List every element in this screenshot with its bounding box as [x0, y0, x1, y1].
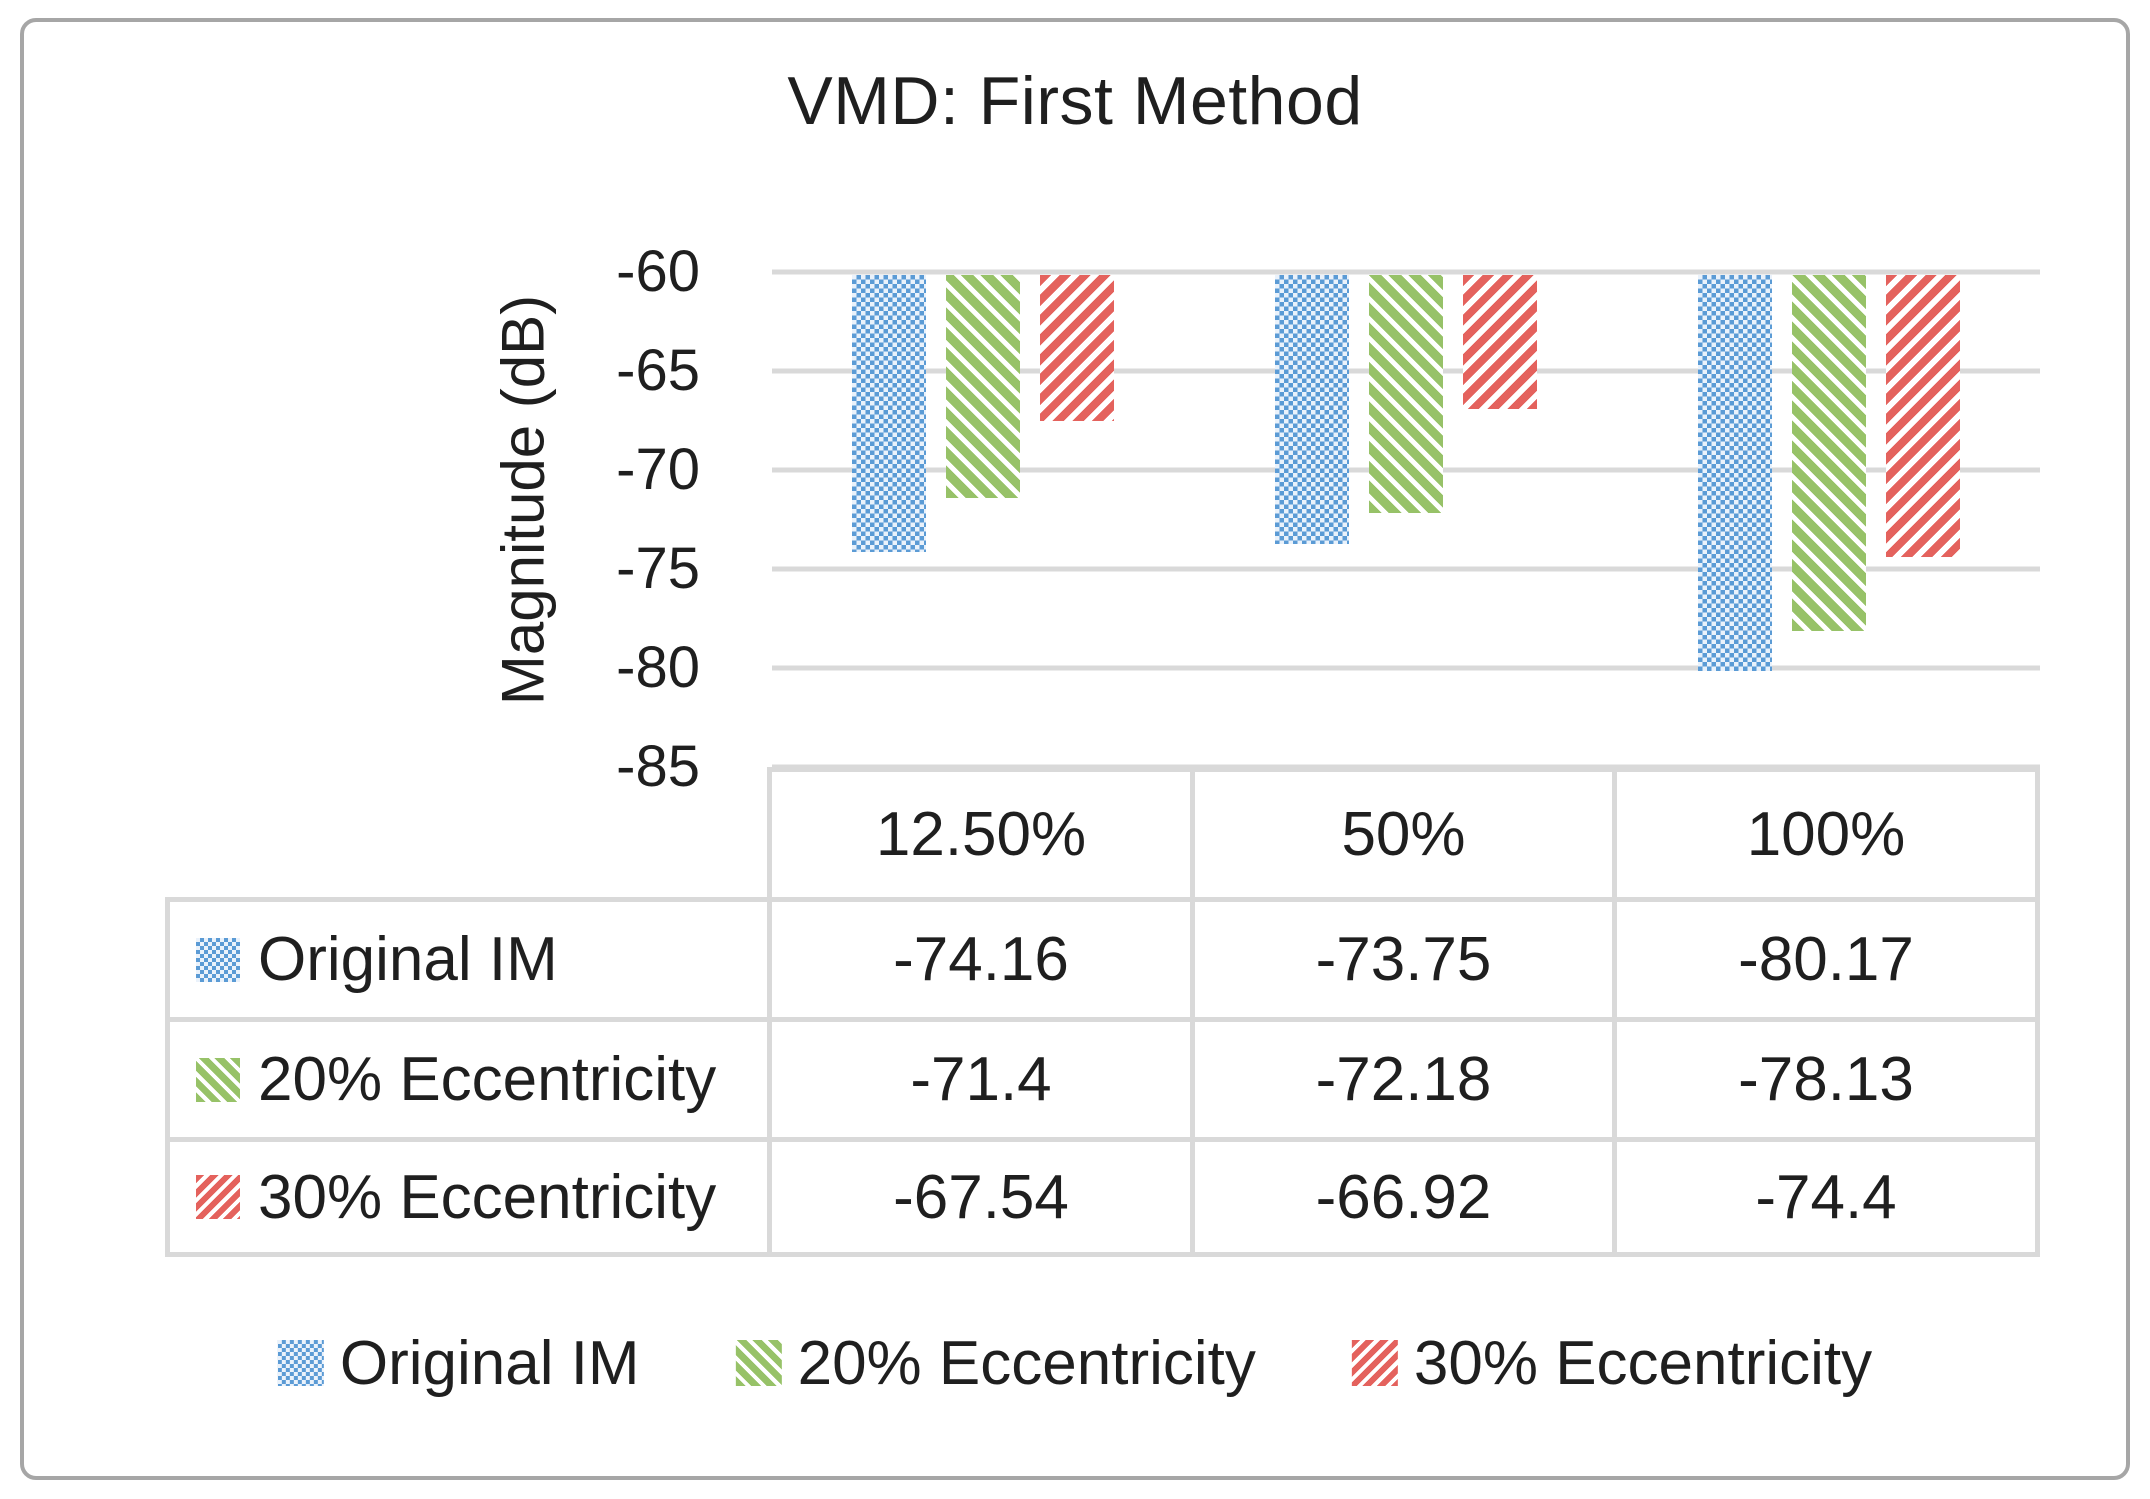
legend-item: Original IM [277, 1328, 640, 1399]
blue-checker-swatch-icon [196, 937, 240, 982]
y-tick-label: -80 [616, 635, 700, 700]
chart-title: VMD: First Method [787, 63, 1363, 139]
bar-green-stripes [1791, 275, 1866, 631]
series-label: 30% Eccentricity [258, 1162, 717, 1232]
gridline [772, 269, 2040, 275]
table-header-cell: 50% [1195, 767, 1617, 897]
bar-blue-checker [1697, 275, 1772, 672]
legend: Original IM 20% Eccentricity 30% Eccentric… [277, 1318, 1873, 1408]
data-table: 12.50% 50% 100% Original IM -74.16 -73.75 -80.… [165, 767, 2040, 1257]
y-tick-label: -65 [616, 338, 700, 403]
series-label: 20% Eccentricity [258, 1045, 717, 1114]
table-row-label: Original IM [165, 897, 772, 1017]
gridline [772, 566, 2040, 572]
red-stripes-swatch-icon [1351, 1340, 1398, 1386]
gridline [772, 665, 2040, 671]
table-value-cell: -78.13 [1617, 1017, 2040, 1137]
bar-red-stripes [1885, 275, 1960, 558]
y-tick-label: -85 [616, 734, 700, 799]
y-tick-label: -60 [616, 239, 700, 304]
table-value-cell: -66.92 [1195, 1137, 1617, 1257]
bar-group-50 [1195, 272, 1618, 767]
table-header-cell: 100% [1617, 767, 2040, 897]
legend-label: 20% Eccentricity [797, 1328, 1256, 1398]
series-label: Original IM [258, 925, 558, 994]
bar-green-stripes [1369, 275, 1443, 514]
table-value-cell: -71.4 [772, 1017, 1195, 1137]
bar-group-100 [1617, 272, 2040, 767]
bar-group-12.50 [772, 272, 1195, 767]
blue-checker-swatch-icon [277, 1340, 324, 1386]
bar-red-stripes [1040, 275, 1115, 422]
table-row-label: 30% Eccentricity [165, 1137, 772, 1257]
y-tick-label: -70 [616, 437, 700, 502]
plot-area [772, 269, 2040, 770]
table-value-cell: -67.54 [772, 1137, 1195, 1257]
bar-blue-checker [1275, 275, 1349, 545]
table-value-cell: -73.75 [1195, 897, 1617, 1017]
legend-label: Original IM [339, 1328, 640, 1398]
green-stripes-swatch-icon [735, 1340, 782, 1386]
bar-groups [772, 272, 2040, 767]
legend-item: 30% Eccentricity [1351, 1328, 1873, 1399]
table-value-cell: -74.4 [1617, 1137, 2040, 1257]
y-tick-label: -75 [616, 536, 700, 601]
bar-red-stripes [1463, 275, 1537, 410]
table-value-cell: -74.16 [772, 897, 1195, 1017]
bar-green-stripes [946, 275, 1021, 498]
table-value-cell: -80.17 [1617, 897, 2040, 1017]
table-corner-blank [165, 767, 772, 897]
table-header-cell: 12.50% [772, 767, 1195, 897]
green-stripes-swatch-icon [196, 1057, 240, 1102]
table-value-cell: -72.18 [1195, 1017, 1617, 1137]
y-axis-ticks: -60 -65 -70 -75 -80 -85 [470, 243, 700, 796]
legend-item: 20% Eccentricity [735, 1328, 1256, 1399]
bar-blue-checker [852, 275, 927, 553]
red-stripes-swatch-icon [196, 1175, 240, 1219]
legend-label: 30% Eccentricity [1413, 1328, 1873, 1398]
table-row-label: 20% Eccentricity [165, 1017, 772, 1137]
